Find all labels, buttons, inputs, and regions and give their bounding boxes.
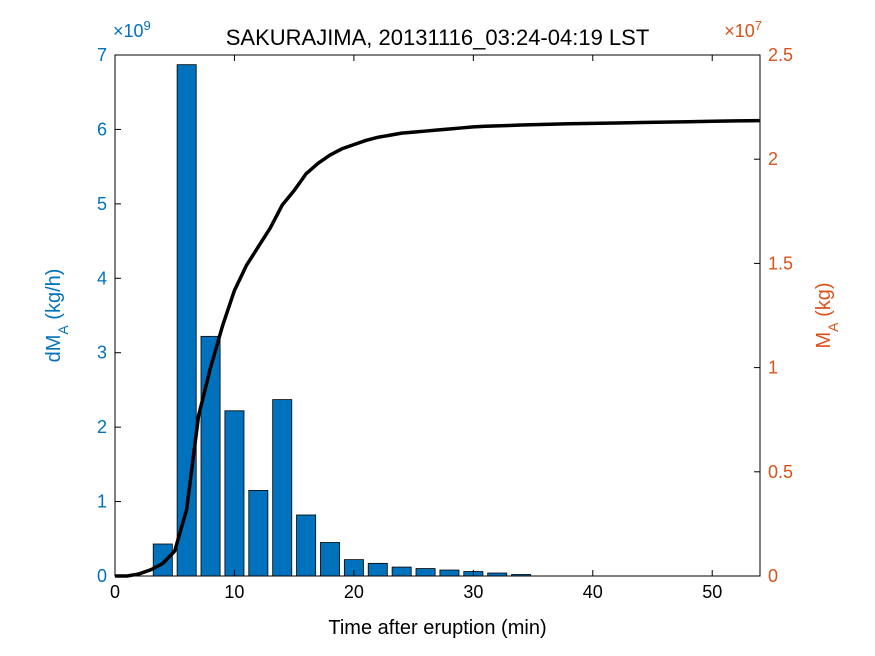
bar (153, 544, 172, 576)
bar (440, 570, 459, 576)
y-right-tick-label: 1.5 (768, 253, 793, 273)
bar (368, 563, 387, 576)
y-left-tick-label: 5 (97, 194, 107, 214)
y-left-tick-label: 4 (97, 268, 107, 288)
chart-container: 0 10 20 30 40 50 0 1 2 3 4 5 6 7 0 0.5 1 1.5 2 2.5 SAKURAJIM… (0, 0, 875, 656)
x-tick-label: 50 (702, 582, 722, 602)
bar (320, 543, 339, 576)
y-left-tick-label: 0 (97, 566, 107, 586)
chart-svg: 0 10 20 30 40 50 0 1 2 3 4 5 6 7 0 0.5 1 1.5 2 2.5 SAKURAJIM… (0, 0, 875, 656)
bar (297, 515, 316, 576)
y-left-tick-label: 7 (97, 45, 107, 65)
x-tick-label: 10 (224, 582, 244, 602)
y-right-tick-label: 0.5 (768, 462, 793, 482)
bar (225, 411, 244, 576)
x-axis-label: Time after eruption (min) (328, 617, 546, 639)
y-right-tick-label: 2 (768, 149, 778, 169)
x-tick-label: 0 (110, 582, 120, 602)
y-left-tick-label: 3 (97, 343, 107, 363)
bar (416, 569, 435, 576)
chart-background (0, 0, 875, 656)
y-right-tick-label: 2.5 (768, 45, 793, 65)
bar (249, 490, 268, 576)
y-right-tick-label: 1 (768, 358, 778, 378)
y-left-tick-label: 1 (97, 492, 107, 512)
y-left-tick-label: 2 (97, 417, 107, 437)
x-tick-label: 30 (463, 582, 483, 602)
x-tick-label: 20 (344, 582, 364, 602)
y-left-tick-label: 6 (97, 119, 107, 139)
bar (273, 400, 292, 576)
y-right-tick-label: 0 (768, 566, 778, 586)
x-tick-label: 40 (583, 582, 603, 602)
chart-title: SAKURAJIMA, 20131116_03:24-04:19 LST (226, 25, 650, 50)
bar (392, 567, 411, 576)
